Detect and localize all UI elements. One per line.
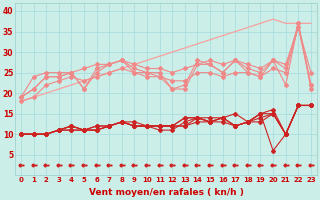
X-axis label: Vent moyen/en rafales ( kn/h ): Vent moyen/en rafales ( kn/h ) bbox=[89, 188, 244, 197]
